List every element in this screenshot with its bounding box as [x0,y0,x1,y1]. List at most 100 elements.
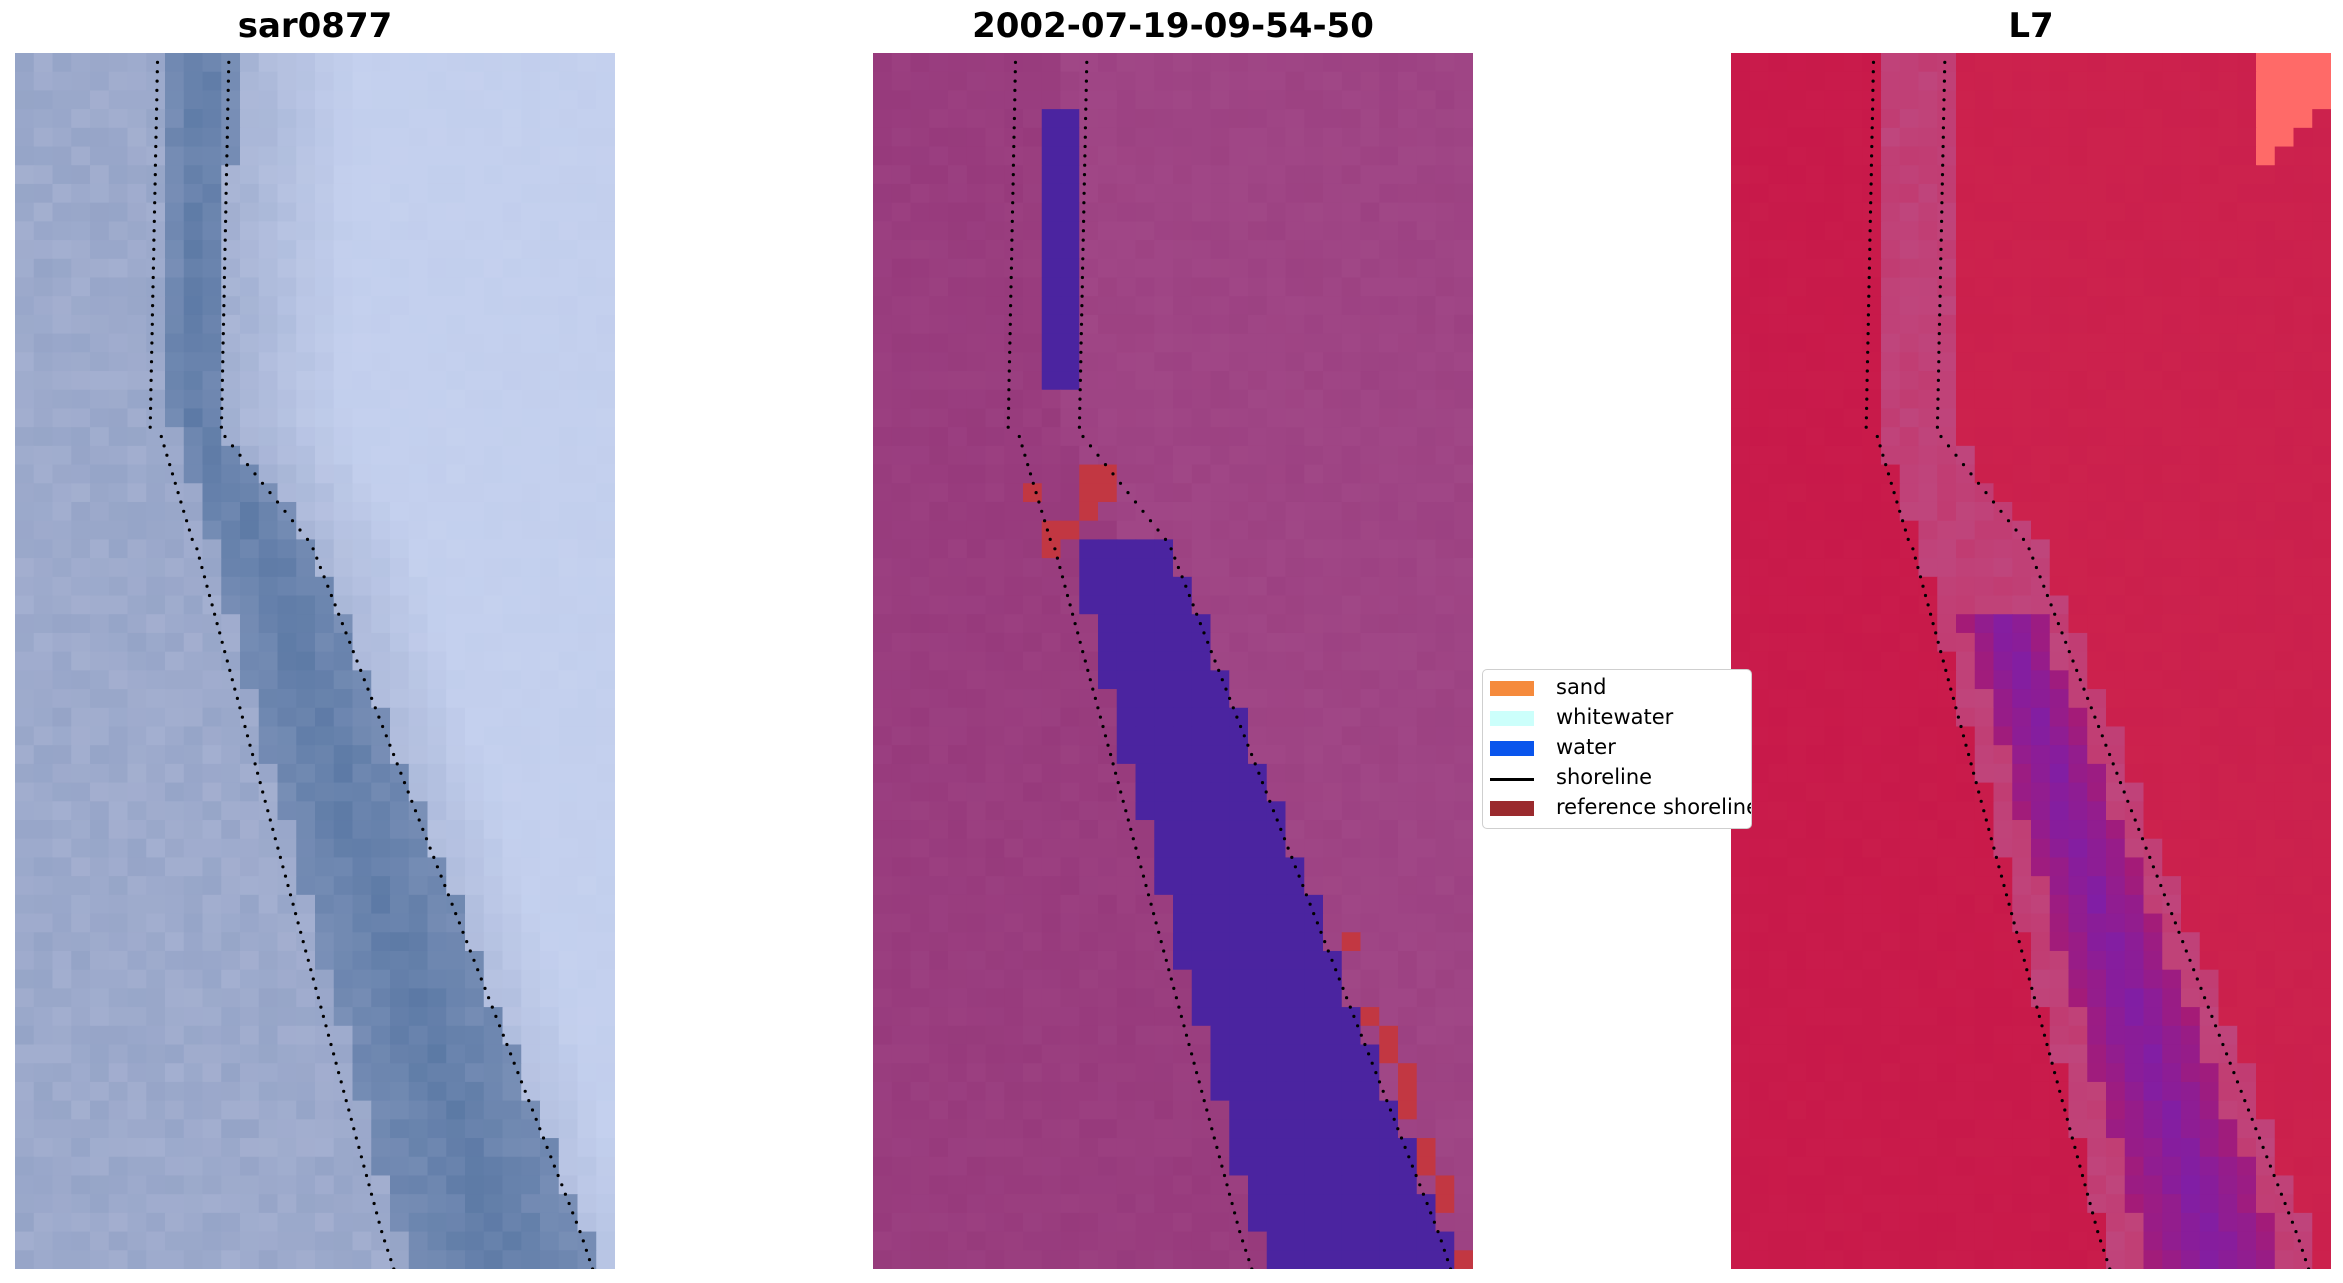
pixel [1266,651,1287,671]
pixel [521,333,541,353]
pixel [315,876,335,896]
pixel [1937,146,1957,166]
shoreline-dot [357,1145,361,1149]
pixel [1416,595,1437,615]
pixel [521,558,541,578]
pixel [146,876,166,896]
pixel [985,221,1005,241]
pixel [352,427,372,447]
pixel [910,913,930,933]
pixel [577,1100,597,1120]
pixel [258,408,279,428]
pixel [1398,240,1418,260]
pixel [985,595,1005,615]
pixel [1023,988,1043,1008]
pixel [315,763,335,784]
pixel [390,202,410,222]
pixel [1060,689,1080,709]
pixel [1210,820,1230,840]
pixel [165,1156,185,1177]
pixel [1004,389,1024,410]
pixel [1154,689,1174,709]
pixel [315,71,335,92]
pixel [240,745,260,765]
pixel [1304,202,1324,222]
pixel [1248,333,1268,353]
pixel [1360,183,1380,204]
pixel [1079,314,1099,335]
pixel [296,1175,316,1195]
pixel [1023,53,1043,73]
pixel [1398,1231,1418,1251]
pixel [1379,576,1399,597]
pixel [1266,1063,1287,1083]
pixel [15,801,35,821]
pixel [2162,71,2182,92]
pixel [33,1250,54,1269]
pixel [873,520,893,540]
pixel [33,913,54,933]
pixel [929,464,949,484]
pixel [1323,763,1343,784]
pixel [502,1081,522,1102]
pixel [52,1100,72,1120]
pixel [371,53,391,73]
pixel [1360,1156,1380,1177]
pixel [427,558,447,578]
shoreline-dot [1081,257,1085,261]
pixel [183,651,204,671]
shoreline-dot [1118,481,1123,485]
pixel [1379,894,1399,915]
pixel [1060,1025,1080,1046]
pixel [1341,595,1362,615]
pixel [71,670,91,690]
pixel [352,202,372,222]
pixel [596,1156,615,1177]
pixel [521,1025,541,1046]
pixel [333,1138,354,1158]
pixel [390,950,410,971]
pixel [1154,1250,1174,1269]
pixel [1304,277,1324,297]
pixel [427,539,447,559]
pixel [165,950,185,971]
pixel [127,109,147,129]
pixel [1191,950,1212,971]
pixel [985,539,1005,559]
pixel [183,109,204,129]
pixel [296,1007,316,1027]
pixel [577,782,597,802]
pixel [371,127,391,148]
pixel [371,670,391,690]
pixel [1416,333,1437,353]
pixel [1416,1063,1437,1083]
shoreline-dot [359,1155,363,1159]
pixel [71,801,91,821]
pixel [596,408,615,428]
pixel [1435,745,1455,765]
pixel [1341,127,1362,148]
pixel [427,408,447,428]
pixel [183,1081,204,1102]
pixel [1116,913,1137,933]
pixel [1398,820,1418,840]
pixel [2293,146,2313,166]
pixel [127,801,147,821]
pixel [183,894,204,915]
pixel [127,371,147,391]
pixel [371,221,391,241]
pixel [1323,1138,1343,1158]
pixel [1398,707,1418,728]
shoreline-dot [1388,1108,1393,1112]
pixel [1210,558,1230,578]
pixel [2031,71,2051,92]
pixel [985,1175,1005,1195]
pixel [15,539,35,559]
pixel [165,1063,185,1083]
pixel [873,352,893,372]
pixel [558,202,579,222]
pixel [1248,1250,1268,1269]
pixel [258,576,279,597]
pixel [1248,483,1268,503]
pixel [465,689,485,709]
